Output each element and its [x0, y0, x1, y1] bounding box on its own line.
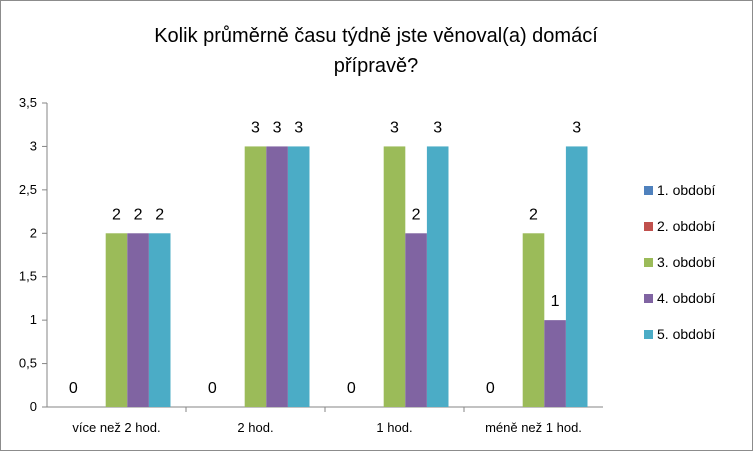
bar	[522, 233, 545, 407]
chart-title-line-1: Kolik průměrně času týdně jste věnoval(a…	[154, 25, 598, 47]
data-label: 2	[155, 206, 164, 223]
data-label: 3	[294, 119, 303, 136]
bar	[565, 146, 588, 407]
bar	[105, 233, 128, 407]
y-tick-label: 1,5	[19, 269, 37, 284]
x-tick-label: méně než 1 hod.	[485, 420, 582, 435]
legend-swatch	[644, 222, 653, 231]
legend-swatch	[644, 294, 653, 303]
legend-swatch	[644, 186, 653, 195]
y-tick-label: 1	[30, 312, 37, 327]
bar	[244, 146, 267, 407]
x-tick-label: více než 2 hod.	[72, 420, 160, 435]
data-label: 3	[572, 119, 581, 136]
bar	[148, 233, 171, 407]
legend-label: 5. období	[657, 326, 715, 342]
legend-label: 4. období	[657, 290, 715, 306]
x-tick-label: 1 hod.	[376, 420, 412, 435]
bar	[405, 233, 427, 407]
bar	[127, 233, 149, 407]
legend-label: 2. období	[657, 218, 715, 234]
legend: 1. období 2. období 3. období 4. období 5. o…	[644, 182, 715, 342]
data-label: 2	[134, 206, 143, 223]
data-label: 3	[251, 119, 260, 136]
legend-swatch	[644, 330, 653, 339]
data-label: 1	[551, 293, 560, 310]
data-label: 0	[208, 380, 217, 397]
data-label: 3	[390, 119, 399, 136]
y-tick-label: 2	[30, 225, 37, 240]
bar	[383, 146, 406, 407]
legend-label: 1. období	[657, 182, 715, 198]
y-tick-label: 3	[30, 138, 37, 153]
bar	[266, 146, 288, 407]
data-label: 2	[412, 206, 421, 223]
y-tick-label: 0	[30, 399, 37, 414]
bar	[287, 146, 310, 407]
legend-swatch	[644, 258, 653, 267]
chart-title-line-2: přípravě?	[334, 55, 419, 77]
legend-label: 3. období	[657, 254, 715, 270]
y-tick-label: 2,5	[19, 182, 37, 197]
data-label: 0	[347, 380, 356, 397]
data-label: 3	[433, 119, 442, 136]
data-label: 2	[529, 206, 538, 223]
data-label: 3	[273, 119, 282, 136]
x-tick-label: 2 hod.	[237, 420, 273, 435]
y-tick-label: 0,5	[19, 356, 37, 371]
bar	[426, 146, 449, 407]
bar	[544, 320, 566, 407]
data-label: 2	[112, 206, 121, 223]
data-label: 0	[486, 380, 495, 397]
y-tick-label: 3,5	[19, 95, 37, 110]
data-label: 0	[69, 380, 78, 397]
